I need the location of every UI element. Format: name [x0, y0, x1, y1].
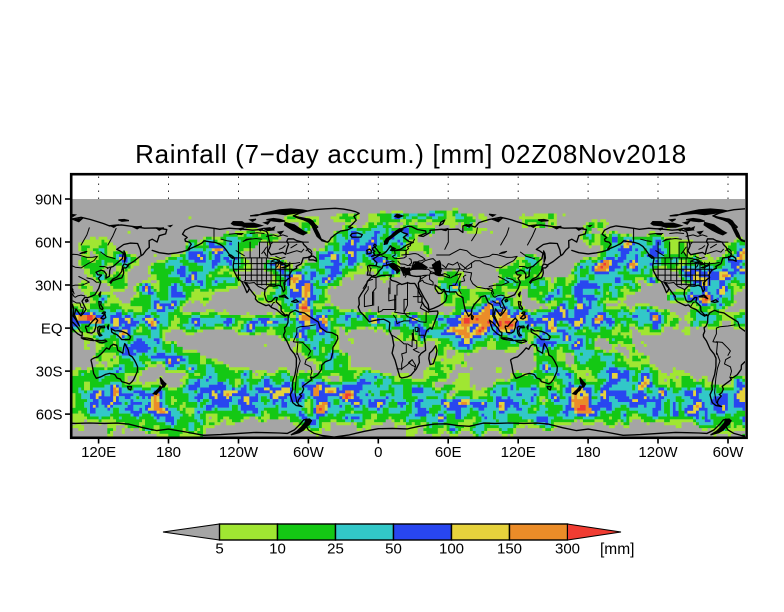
svg-text:25: 25: [327, 541, 344, 558]
svg-text:30N: 30N: [35, 277, 63, 294]
svg-text:Rainfall (7−day accum.) [mm] 0: Rainfall (7−day accum.) [mm] 02Z08Nov201…: [135, 139, 687, 169]
svg-text:120E: 120E: [81, 444, 116, 461]
svg-text:180: 180: [576, 444, 601, 461]
svg-text:60W: 60W: [293, 444, 325, 461]
svg-text:60S: 60S: [36, 406, 63, 423]
svg-text:60N: 60N: [35, 234, 63, 251]
svg-text:5: 5: [215, 541, 223, 558]
svg-text:90N: 90N: [35, 191, 63, 208]
svg-text:60W: 60W: [713, 444, 745, 461]
svg-text:60E: 60E: [435, 444, 462, 461]
svg-text:10: 10: [269, 541, 286, 558]
svg-text:[mm]: [mm]: [600, 541, 634, 558]
svg-text:120W: 120W: [219, 444, 259, 461]
svg-text:50: 50: [385, 541, 402, 558]
svg-text:120W: 120W: [638, 444, 678, 461]
svg-text:30S: 30S: [36, 363, 63, 380]
svg-text:0: 0: [374, 444, 382, 461]
svg-text:120E: 120E: [501, 444, 536, 461]
svg-text:100: 100: [439, 541, 464, 558]
svg-text:180: 180: [156, 444, 181, 461]
svg-text:150: 150: [497, 541, 522, 558]
svg-text:300: 300: [555, 541, 580, 558]
svg-text:EQ: EQ: [41, 320, 63, 337]
